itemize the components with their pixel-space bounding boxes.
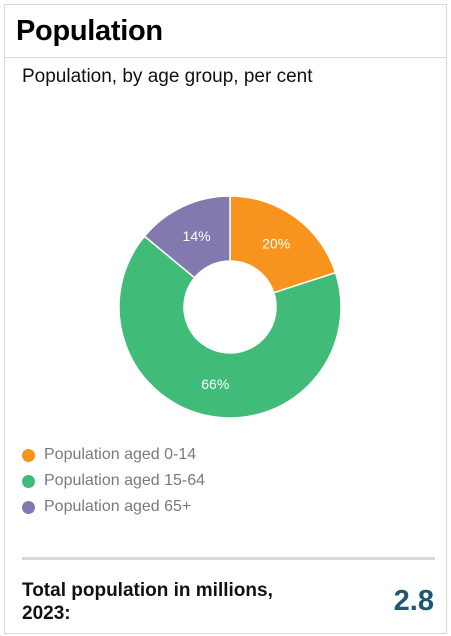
legend-swatch [22,474,35,488]
slice-label: 66% [201,376,229,392]
pie-slice [143,195,231,279]
legend-label: Population aged 0-14 [44,446,197,463]
slice-label: 14% [183,228,211,244]
legend-item: Population aged 65+ [22,494,205,520]
pie-slice [118,235,342,419]
slice-label: 20% [262,235,290,251]
legend-item: Population aged 0-14 [22,442,205,468]
legend-item: Population aged 15-64 [22,468,205,494]
population-card: Population Population, by age group, per… [4,4,447,634]
total-population-label: Total population in millions, 2023: [22,580,273,624]
chart-subtitle: Population, by age group, per cent [22,66,313,87]
legend-label: Population aged 15-64 [44,472,206,489]
bottom-rule [22,633,435,634]
donut-chart: 20% 66% 14% [118,195,342,419]
card-title: Population [16,14,163,47]
footer-divider [22,557,435,560]
total-population-value: 2.8 [393,585,434,617]
pie-slice [229,195,337,294]
card-header: Population [5,5,446,58]
chart-legend: Population aged 0-14 Population aged 15-6… [22,442,205,520]
legend-swatch [22,500,35,514]
legend-swatch [22,448,35,462]
legend-label: Population aged 65+ [44,498,192,515]
